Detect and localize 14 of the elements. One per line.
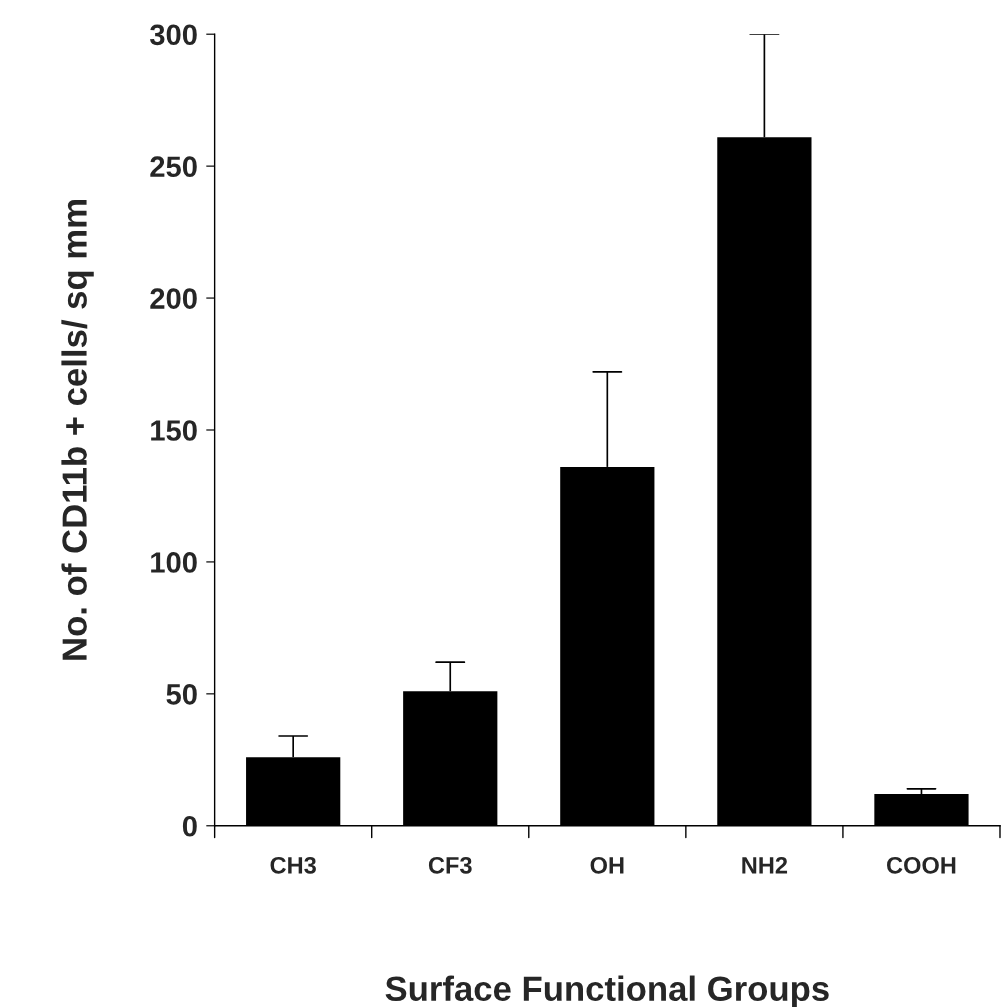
x-tick-label: CF3 <box>428 856 472 874</box>
x-axis-title: Surface Functional Groups <box>385 975 829 1007</box>
y-tick-label: 300 <box>149 24 197 46</box>
y-tick-label: 100 <box>151 552 197 573</box>
y-tick-label: 200 <box>150 288 197 309</box>
y-axis-title: No. of CD11b + cells/ sq mm <box>61 200 94 660</box>
y-tick-label: 50 <box>166 684 197 705</box>
x-tick-label: COOH <box>887 856 956 874</box>
y-tick-label: 150 <box>151 420 197 441</box>
x-tick-label: OH <box>590 856 624 874</box>
x-tick-label: NH2 <box>742 856 788 874</box>
y-tick-label: 0 <box>182 815 197 837</box>
y-tick-label: 250 <box>150 156 197 178</box>
x-tick-label: CH3 <box>270 856 316 874</box>
